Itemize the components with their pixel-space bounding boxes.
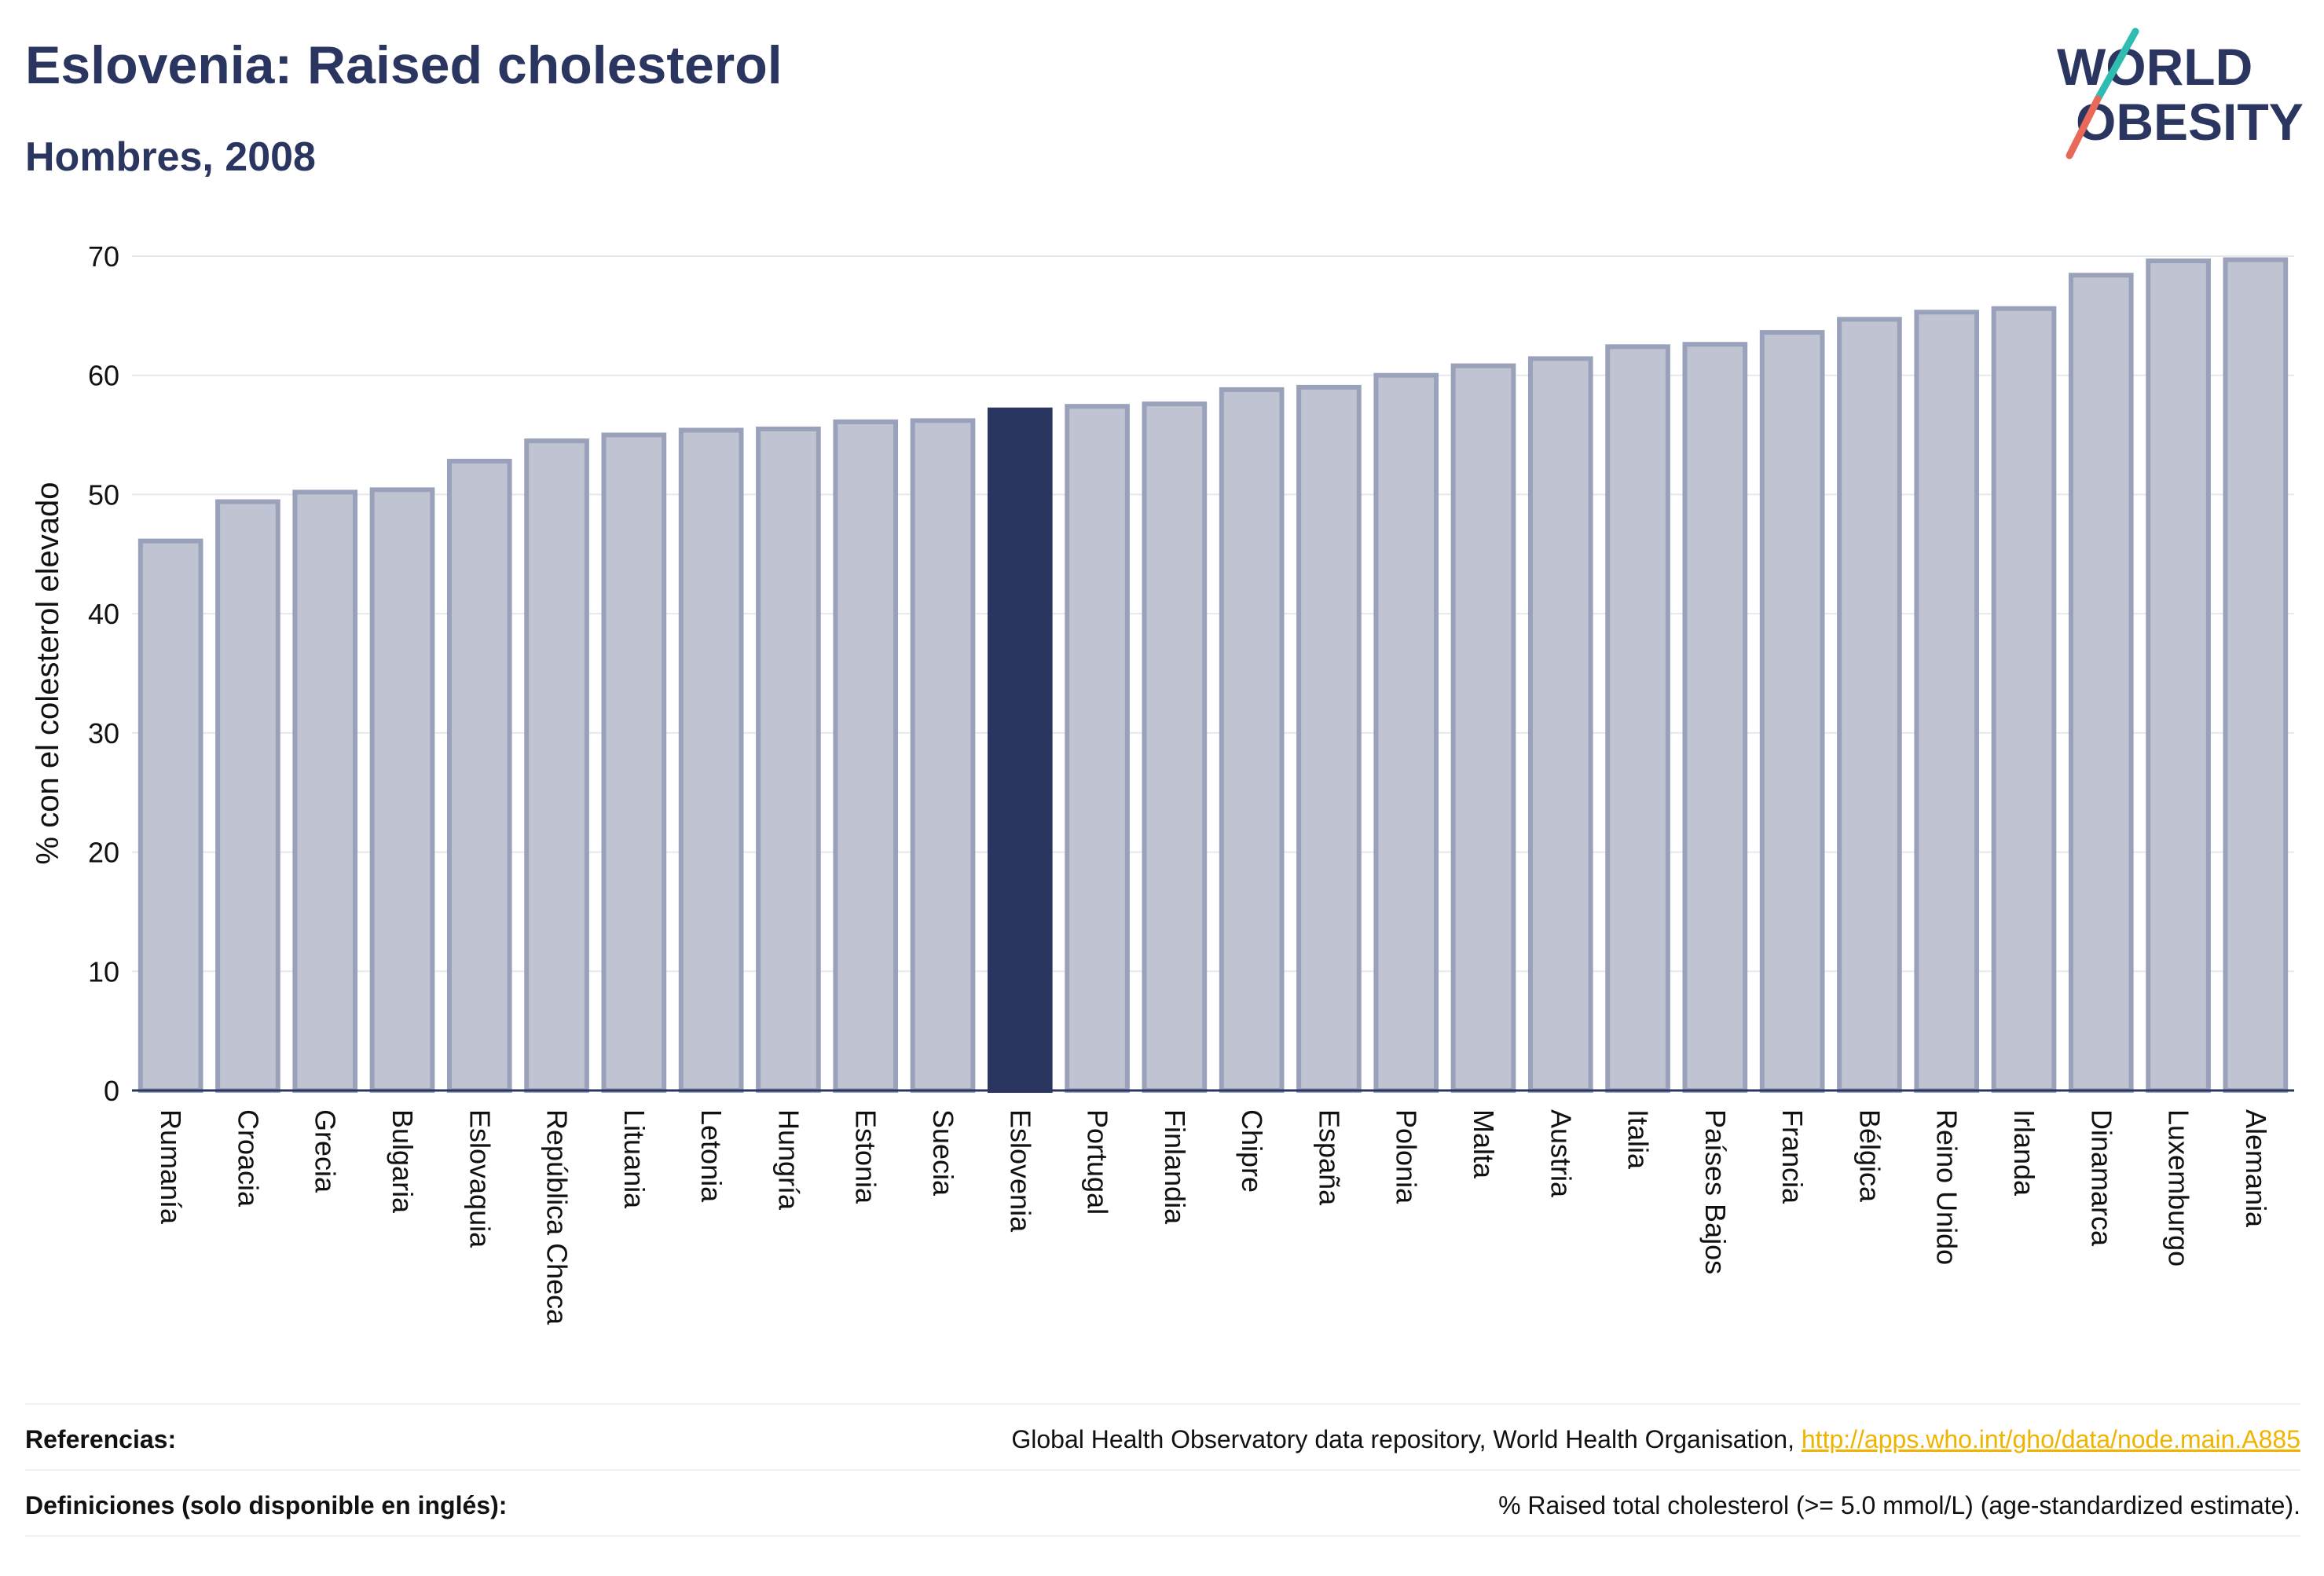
bar-Portugal: [1065, 404, 1130, 1093]
x-tick-label: Chipre: [1236, 1109, 1268, 1193]
x-tick-label: España: [1313, 1109, 1345, 1206]
y-tick-label: 50: [88, 478, 119, 511]
y-tick-label: 60: [88, 360, 119, 392]
footer-divider-bottom: [25, 1535, 2300, 1537]
bar-Bulgaria: [369, 487, 435, 1093]
x-axis-labels: Rumanía Croacia Grecia Bulgaria Eslovaquia Re…: [155, 1109, 2272, 1325]
references-row: Referencias: Global Health Observatory d…: [25, 1408, 2300, 1471]
y-tick-label: 10: [88, 955, 119, 988]
x-tick-label: Italia: [1622, 1109, 1655, 1170]
world-obesity-logo: WORLD OBESITY: [2043, 24, 2310, 165]
bar-Suecia: [910, 418, 976, 1093]
bar-Francia: [1759, 330, 1825, 1093]
bar-Lituania: [601, 432, 667, 1093]
bar-Polonia: [1373, 372, 1439, 1093]
references-label: Referencias:: [25, 1424, 177, 1453]
x-tick-label: Estonia: [850, 1109, 882, 1204]
bar-Bélgica: [1837, 317, 1902, 1093]
bar-Grecia: [292, 489, 358, 1093]
x-tick-label: Dinamarca: [2085, 1109, 2117, 1247]
y-tick-label: 0: [104, 1075, 119, 1107]
bar-Irlanda: [1991, 306, 2057, 1093]
bar-chart: 0 10 20 30 40 50 60 70 Rumanía Croacia Grecia Bulg…: [31, 240, 2294, 1325]
bar-Reino Unido: [1914, 310, 1980, 1093]
bar-República Checa: [524, 438, 589, 1093]
bar-Finlandia: [1142, 401, 1208, 1093]
references-text: Global Health Observatory data repositor…: [1011, 1424, 1794, 1453]
bar-Austria: [1527, 356, 1593, 1093]
x-tick-label: Finlandia: [1159, 1109, 1191, 1225]
bar-Eslovaquia: [446, 458, 512, 1093]
definitions-label: Definiciones (solo disponible en inglés)…: [25, 1490, 508, 1519]
x-tick-label: Irlanda: [2008, 1109, 2040, 1197]
bars: [137, 257, 2289, 1094]
x-tick-label: Bélgica: [1853, 1109, 1886, 1203]
x-tick-label: Croacia: [232, 1109, 264, 1208]
x-tick-label: Alemania: [2240, 1109, 2272, 1228]
bar-Rumanía: [137, 538, 203, 1093]
x-tick-label: Malta: [1468, 1109, 1500, 1179]
bar-Croacia: [215, 499, 280, 1093]
chart-title: Eslovenia: Raised cholesterol: [25, 35, 783, 95]
bar-Eslovenia: [987, 407, 1053, 1093]
x-tick-label: Letonia: [695, 1109, 728, 1203]
bar-España: [1296, 384, 1362, 1093]
x-tick-label: Polonia: [1391, 1109, 1423, 1204]
bar-Dinamarca: [2068, 273, 2134, 1093]
x-tick-label: Reino Unido: [1931, 1109, 1963, 1265]
x-tick-label: Eslovaquia: [464, 1109, 496, 1248]
definitions-row: Definiciones (solo disponible en inglés)…: [25, 1474, 2300, 1537]
x-tick-label: Grecia: [310, 1109, 342, 1193]
definitions-text: % Raised total cholesterol (>= 5.0 mmol/…: [1498, 1490, 2300, 1519]
x-tick-label: Suecia: [927, 1109, 959, 1197]
x-tick-label: Rumanía: [155, 1109, 187, 1225]
bar-Italia: [1605, 344, 1670, 1093]
x-tick-label: Portugal: [1082, 1109, 1114, 1215]
bar-Luxemburgo: [2146, 258, 2211, 1093]
y-tick-label: 20: [88, 837, 119, 869]
x-tick-label: Países Bajos: [1699, 1109, 1732, 1274]
x-tick-label: Eslovenia: [1004, 1109, 1036, 1233]
logo-line1: WORLD: [2057, 38, 2253, 96]
bar-Alemania: [2223, 257, 2289, 1094]
bar-Estonia: [833, 419, 899, 1093]
footer-divider-top: [25, 1403, 2300, 1405]
bar-Letonia: [678, 427, 744, 1093]
y-tick-label: 70: [88, 240, 119, 273]
logo-line2: OBESITY: [2076, 93, 2304, 151]
footer-divider-middle: [25, 1469, 2300, 1471]
x-tick-label: Bulgaria: [387, 1109, 419, 1214]
x-tick-label: Lituania: [618, 1109, 651, 1209]
chart-subtitle: Hombres, 2008: [25, 134, 316, 180]
y-axis-ticks: 0 10 20 30 40 50 60 70: [88, 240, 119, 1107]
bar-Malta: [1450, 363, 1516, 1093]
bar-Países Bajos: [1682, 342, 1748, 1094]
x-tick-label: República Checa: [541, 1109, 574, 1325]
x-tick-label: Luxemburgo: [2163, 1109, 2195, 1266]
x-tick-label: Francia: [1776, 1109, 1809, 1204]
x-tick-label: Austria: [1545, 1109, 1577, 1198]
references-value: Global Health Observatory data repositor…: [1011, 1425, 2300, 1454]
y-axis-label: % con el colesterol elevado: [31, 482, 65, 865]
bar-Chipre: [1219, 387, 1285, 1094]
references-link[interactable]: http://apps.who.int/gho/data/node.main.A…: [1801, 1424, 2300, 1453]
y-tick-label: 40: [88, 598, 119, 630]
bar-Hungría: [756, 426, 821, 1093]
x-tick-label: Hungría: [772, 1109, 805, 1211]
y-tick-label: 30: [88, 717, 119, 750]
